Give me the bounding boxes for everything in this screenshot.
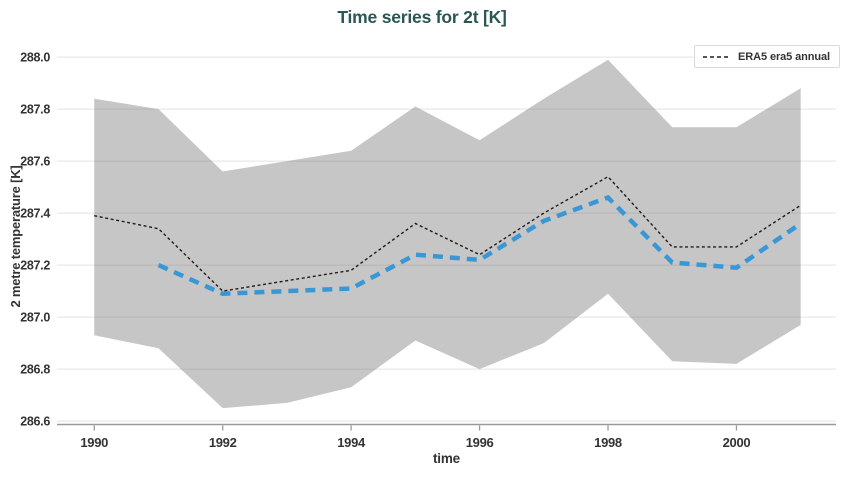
uncertainty-band: [94, 59, 801, 409]
x-tick-label: 1998: [594, 435, 622, 450]
legend[interactable]: ERA5 era5 annual: [694, 45, 840, 68]
x-tick-label: 1990: [80, 435, 108, 450]
y-tick-label: 286.8: [20, 363, 50, 377]
y-axis: 286.6 286.8 287.0 287.2 287.4 287.6 287.8 288.0: [20, 51, 50, 429]
y-tick-label: 287.0: [20, 311, 50, 325]
y-tick-label: 287.6: [20, 155, 50, 169]
legend-dashed-line-icon: [703, 55, 732, 58]
x-axis: 1990 1992 1994 1996 1998 2000: [57, 423, 836, 450]
gridlines: [57, 56, 836, 422]
y-tick-label: 286.6: [20, 415, 50, 429]
legend-label: ERA5 era5 annual: [738, 50, 830, 63]
y-axis-title: 2 metre temperature [K]: [8, 165, 23, 307]
y-tick-label: 287.4: [20, 207, 50, 221]
x-tick-label: 1996: [466, 435, 494, 450]
series-era5-era5-annual: [94, 175, 802, 292]
x-tick-label: 2000: [723, 435, 751, 450]
x-tick-label: 1992: [209, 435, 237, 450]
chart-title: Time series for 2t [K]: [337, 7, 507, 27]
x-axis-title: time: [433, 451, 461, 466]
y-tick-label: 287.2: [20, 259, 50, 273]
y-tick-label: 288.0: [20, 51, 50, 65]
x-tick-label: 1994: [337, 435, 366, 450]
y-tick-label: 287.8: [20, 103, 50, 117]
